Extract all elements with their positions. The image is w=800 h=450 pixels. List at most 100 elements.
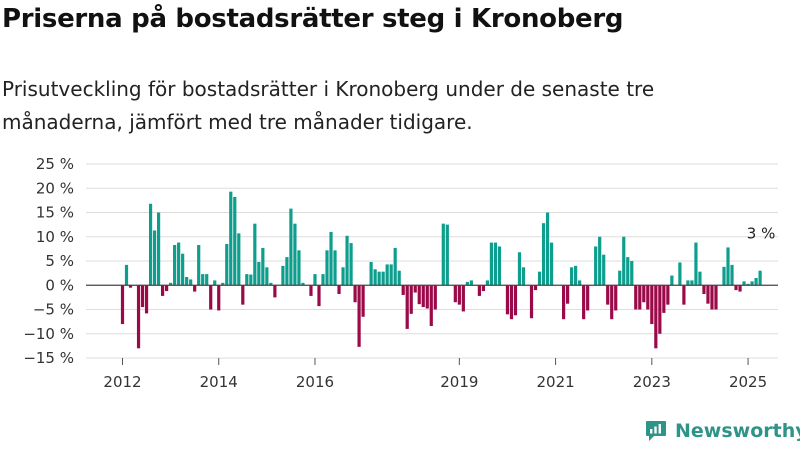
- bar: [650, 285, 654, 325]
- bar: [333, 250, 337, 286]
- bar: [537, 271, 542, 286]
- bar: [169, 282, 173, 286]
- bar: [497, 246, 502, 286]
- bar: [529, 285, 534, 319]
- bar: [541, 223, 546, 286]
- bar: [706, 285, 710, 304]
- bar: [646, 285, 650, 310]
- bar: [582, 285, 586, 320]
- bar: [702, 285, 706, 294]
- bar: [594, 246, 598, 286]
- bar: [493, 242, 498, 286]
- y-tick-label: 5 %: [45, 252, 74, 270]
- bar: [177, 242, 181, 286]
- bar: [421, 285, 425, 308]
- bar: [425, 285, 429, 309]
- y-axis-labels: 25 % 20 % 15 % 10 % 5 % 0 % −5 % −10 % −15 %: [23, 155, 74, 367]
- bar: [750, 281, 754, 286]
- y-tick-label: −5 %: [33, 301, 74, 319]
- bar: [128, 285, 133, 288]
- y-tick-label: 0 %: [45, 276, 74, 294]
- newsworthy-logo: Newsworthy: [645, 419, 800, 443]
- bar: [301, 282, 305, 286]
- bar: [710, 285, 714, 310]
- bar: [690, 280, 694, 286]
- bar: [245, 274, 249, 286]
- bar: [205, 274, 209, 286]
- bar: [746, 283, 750, 286]
- bar: [197, 245, 201, 286]
- bar: [325, 250, 329, 286]
- y-tick-label: 15 %: [36, 204, 74, 222]
- bar: [670, 275, 674, 286]
- bar: [742, 281, 746, 286]
- bar: [337, 285, 341, 294]
- bar: [213, 280, 217, 286]
- bar: [373, 269, 377, 286]
- bar: [156, 212, 161, 286]
- bar: [666, 285, 670, 305]
- x-axis: 2012 2014 2016 2019 2021 2023 2025: [103, 358, 767, 391]
- bar: [233, 196, 237, 286]
- bar: [217, 285, 221, 311]
- bar: [257, 261, 261, 286]
- bar: [566, 285, 570, 304]
- bar: [361, 285, 365, 317]
- x-tick-label: 2023: [633, 373, 671, 391]
- bar: [148, 203, 153, 286]
- bar: [285, 257, 289, 286]
- bar: [120, 285, 125, 325]
- bar: [293, 223, 297, 286]
- bar: [144, 285, 149, 314]
- bar: [614, 285, 618, 311]
- bar: [241, 285, 245, 305]
- bar: [201, 274, 205, 286]
- bar: [321, 274, 325, 286]
- bar: [477, 285, 481, 296]
- x-tick-label: 2025: [729, 373, 767, 391]
- bar: [413, 285, 417, 293]
- bar: [549, 242, 554, 286]
- bar: [237, 233, 241, 286]
- bar: [730, 264, 734, 286]
- bar: [562, 285, 566, 320]
- bar: [189, 279, 193, 286]
- bar: [642, 285, 646, 303]
- bar: [602, 254, 606, 286]
- bar: [401, 285, 405, 295]
- bar: [289, 208, 293, 286]
- bar: [165, 285, 169, 292]
- bar: [578, 280, 582, 286]
- bar: [249, 274, 253, 286]
- bar: [465, 281, 469, 286]
- bar: [662, 285, 666, 313]
- bar: [461, 285, 465, 312]
- bar: [626, 257, 630, 286]
- bar: [678, 262, 682, 286]
- bar: [509, 285, 514, 320]
- bar: [225, 244, 229, 286]
- bar: [381, 271, 385, 286]
- bar: [513, 285, 518, 316]
- bar: [754, 277, 758, 286]
- bar: [273, 285, 277, 298]
- bar: [453, 285, 457, 303]
- x-tick-label: 2021: [536, 373, 574, 391]
- bar: [313, 274, 317, 286]
- bar: [397, 270, 401, 286]
- latest-value-label: 3 %: [747, 225, 776, 243]
- bar: [433, 285, 437, 310]
- bar: [694, 242, 698, 286]
- bar: [533, 285, 538, 291]
- bar: [329, 231, 333, 286]
- bar: [253, 223, 257, 286]
- bar: [281, 265, 285, 286]
- chart-title: Priserna på bostadsrätter steg i Kronobe…: [2, 4, 624, 34]
- bar: [606, 285, 610, 305]
- bar: [345, 235, 349, 286]
- bar: [586, 285, 590, 311]
- bar: [517, 252, 522, 286]
- y-tick-label: 25 %: [36, 155, 74, 173]
- bar: [489, 242, 494, 286]
- bar: [385, 264, 389, 286]
